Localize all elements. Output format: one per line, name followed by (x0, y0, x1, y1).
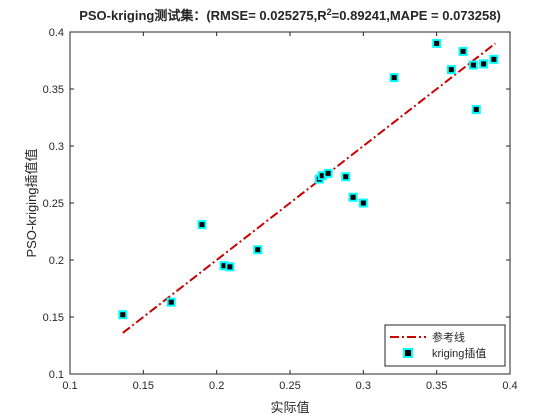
legend: 参考线 kriging插值 (384, 324, 506, 367)
data-point (471, 105, 481, 115)
data-point (468, 60, 478, 70)
chart-title-superscript: 2 (327, 7, 332, 17)
data-point (253, 245, 263, 255)
legend-series-label: kriging插值 (432, 346, 486, 360)
data-point (479, 59, 489, 69)
x-tick-label: 0.15 (133, 380, 154, 392)
x-tick-label: 0.1 (62, 380, 77, 392)
data-point (489, 54, 499, 64)
reference-line (122, 42, 496, 334)
y-tick-label: 0.1 (49, 369, 64, 381)
x-axis: 0.1 0.15 0.2 0.25 0.3 0.35 0.4 (62, 32, 518, 392)
data-point (197, 220, 207, 230)
data-point (323, 168, 333, 178)
x-tick-label: 0.2 (209, 380, 224, 392)
chart-title-main: PSO-kriging测试集：(RMSE= 0.025275,R (79, 8, 327, 23)
data-point (446, 65, 456, 75)
data-point (225, 262, 235, 272)
legend-box (384, 324, 506, 367)
x-tick-label: 0.3 (356, 380, 371, 392)
y-tick-label: 0.2 (49, 255, 64, 267)
x-axis-label: 实际值 (270, 400, 309, 415)
y-axis: 0.1 0.15 0.2 0.25 0.3 0.35 0.4 (43, 27, 510, 381)
x-tick-label: 0.25 (279, 380, 300, 392)
data-point (118, 310, 128, 320)
x-tick-label: 0.35 (426, 380, 447, 392)
data-point (166, 297, 176, 307)
data-points (118, 38, 499, 320)
data-point (389, 73, 399, 83)
y-tick-label: 0.25 (43, 198, 64, 210)
chart-title-rest: =0.89241,MAPE = 0.073258) (332, 8, 501, 23)
y-tick-label: 0.15 (43, 312, 64, 324)
y-axis-label: PSO-kriging插值值 (24, 148, 39, 257)
y-tick-label: 0.3 (49, 141, 64, 153)
data-point (432, 38, 442, 48)
y-tick-label: 0.35 (43, 84, 64, 96)
data-point (348, 192, 358, 202)
y-tick-label: 0.4 (49, 27, 64, 39)
data-point (358, 198, 368, 208)
legend-marker-swatch (403, 348, 413, 358)
chart-title: PSO-kriging测试集：(RMSE= 0.025275,R2=0.8924… (79, 7, 501, 23)
data-point (341, 172, 351, 182)
x-tick-label: 0.4 (502, 380, 517, 392)
data-point (458, 46, 468, 56)
legend-reference-line-label: 参考线 (432, 330, 465, 344)
